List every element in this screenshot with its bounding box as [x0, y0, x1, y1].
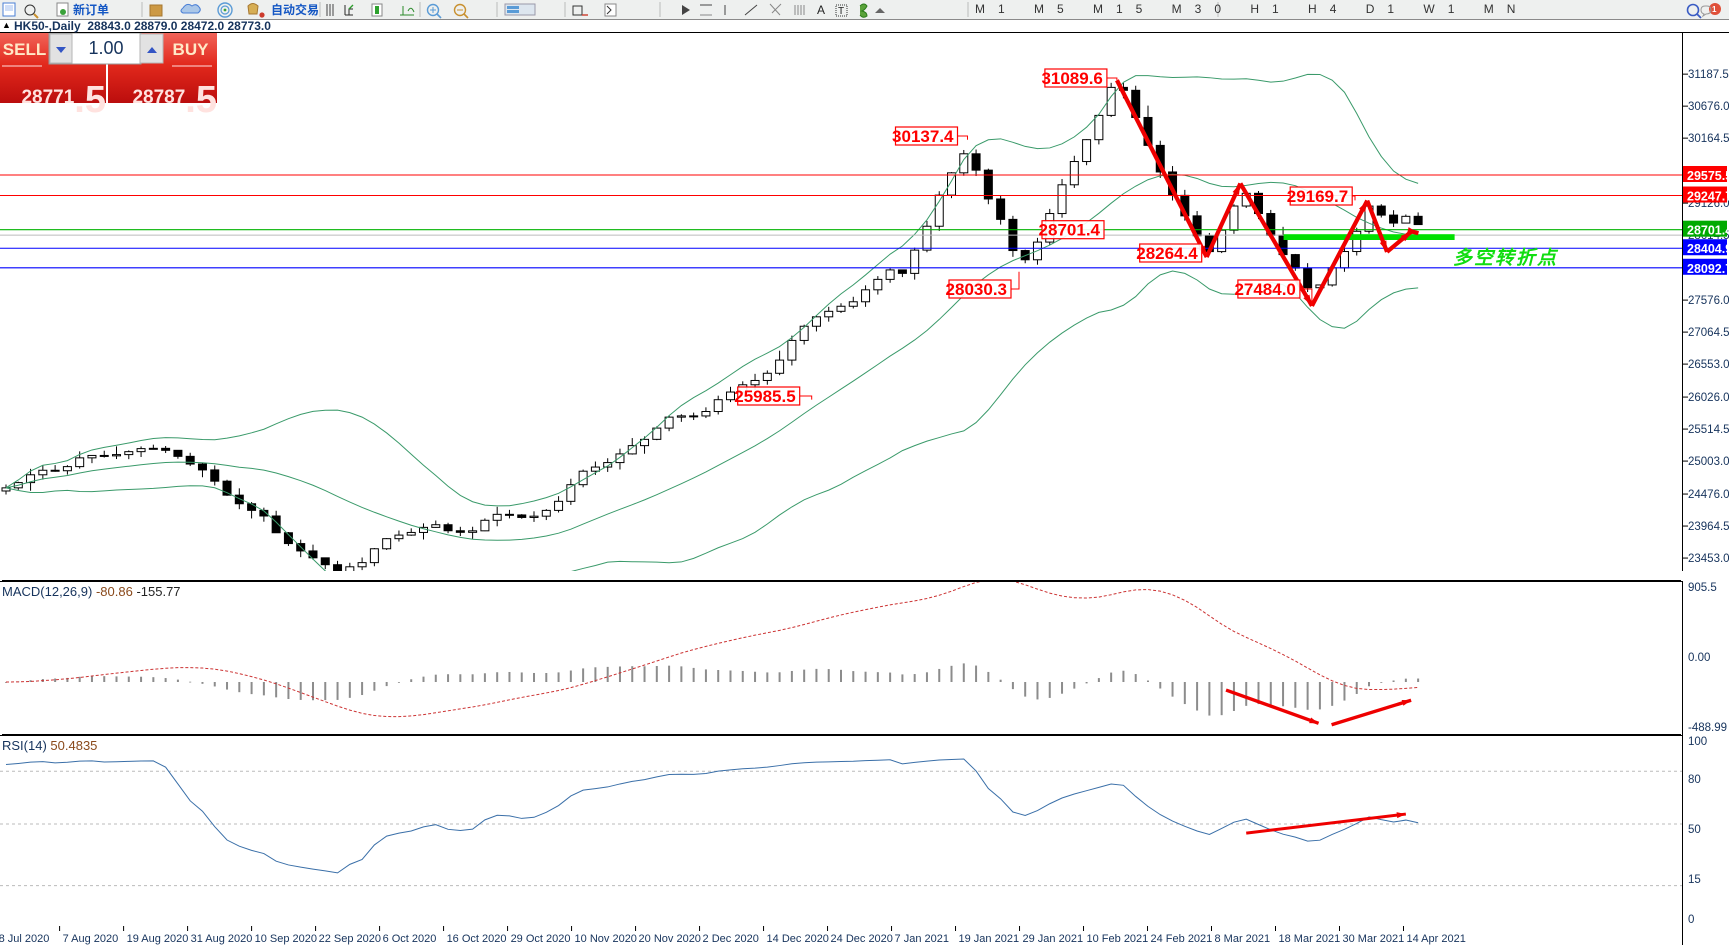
svg-text:27064.5: 27064.5: [1688, 327, 1729, 339]
svg-text:24 Dec 2020: 24 Dec 2020: [831, 933, 893, 945]
svg-text:1: 1: [1712, 5, 1717, 14]
svg-text:0: 0: [1688, 914, 1694, 926]
svg-text:2 Dec 2020: 2 Dec 2020: [703, 933, 759, 945]
svg-text:25003.0: 25003.0: [1688, 456, 1729, 468]
svg-text:29575.5: 29575.5: [1687, 169, 1729, 183]
svg-text:22 Sep 2020: 22 Sep 2020: [319, 933, 381, 945]
svg-text:29247.7: 29247.7: [1687, 190, 1729, 204]
svg-text:28404.9: 28404.9: [1687, 242, 1729, 256]
svg-text:27576.0: 27576.0: [1688, 295, 1729, 307]
svg-text:29 Oct 2020: 29 Oct 2020: [511, 933, 571, 945]
svg-text:905.5: 905.5: [1688, 582, 1717, 594]
svg-text:7 Aug 2020: 7 Aug 2020: [63, 933, 119, 945]
svg-text:6 Oct 2020: 6 Oct 2020: [383, 933, 437, 945]
svg-text:30 Mar 2021: 30 Mar 2021: [1343, 933, 1405, 945]
svg-text:28701.4: 28701.4: [1687, 224, 1729, 238]
svg-text:30164.5: 30164.5: [1688, 133, 1729, 145]
svg-text:28092.7: 28092.7: [1687, 262, 1729, 276]
svg-text:24 Feb 2021: 24 Feb 2021: [1151, 933, 1213, 945]
svg-text:7 Jan 2021: 7 Jan 2021: [895, 933, 949, 945]
svg-text:31 Aug 2020: 31 Aug 2020: [191, 933, 253, 945]
svg-text:29169.7: 29169.7: [1287, 187, 1348, 206]
svg-text:8 Mar 2021: 8 Mar 2021: [1215, 933, 1271, 945]
svg-text:80: 80: [1688, 774, 1701, 786]
svg-text:31187.5: 31187.5: [1688, 69, 1729, 81]
svg-text:23453.0: 23453.0: [1688, 553, 1729, 565]
svg-text:28701.4: 28701.4: [1039, 221, 1101, 240]
svg-text:26026.0: 26026.0: [1688, 392, 1729, 404]
svg-text:30137.4: 30137.4: [892, 127, 954, 146]
svg-text:多空转折点: 多空转折点: [1453, 247, 1559, 269]
svg-text:8 Jul 2020: 8 Jul 2020: [0, 933, 49, 945]
svg-text:15: 15: [1688, 874, 1701, 886]
svg-text:27484.0: 27484.0: [1234, 280, 1295, 299]
svg-text:25985.5: 25985.5: [734, 387, 795, 406]
svg-text:14 Dec 2020: 14 Dec 2020: [767, 933, 829, 945]
svg-text:16 Oct 2020: 16 Oct 2020: [447, 933, 507, 945]
svg-text:24476.0: 24476.0: [1688, 489, 1729, 501]
svg-text:10 Nov 2020: 10 Nov 2020: [575, 933, 637, 945]
svg-text:10 Feb 2021: 10 Feb 2021: [1087, 933, 1149, 945]
svg-text:50: 50: [1688, 824, 1701, 836]
svg-text:0.00: 0.00: [1688, 652, 1710, 664]
svg-text:19 Jan 2021: 19 Jan 2021: [959, 933, 1020, 945]
svg-text:31089.6: 31089.6: [1041, 69, 1102, 88]
svg-text:18 Mar 2021: 18 Mar 2021: [1279, 933, 1341, 945]
svg-text:100: 100: [1688, 736, 1707, 748]
svg-text:14 Apr 2021: 14 Apr 2021: [1407, 933, 1466, 945]
svg-text:30676.0: 30676.0: [1688, 101, 1729, 113]
svg-text:-488.99: -488.99: [1688, 722, 1727, 734]
svg-text:26553.0: 26553.0: [1688, 359, 1729, 371]
svg-text:23964.5: 23964.5: [1688, 521, 1729, 533]
svg-text:19 Aug 2020: 19 Aug 2020: [127, 933, 189, 945]
svg-text:28030.3: 28030.3: [946, 280, 1007, 299]
svg-text:25514.5: 25514.5: [1688, 424, 1729, 436]
svg-text:29 Jan 2021: 29 Jan 2021: [1023, 933, 1084, 945]
svg-text:28264.4: 28264.4: [1136, 244, 1198, 263]
svg-text:20 Nov 2020: 20 Nov 2020: [639, 933, 701, 945]
svg-text:10 Sep 2020: 10 Sep 2020: [255, 933, 317, 945]
